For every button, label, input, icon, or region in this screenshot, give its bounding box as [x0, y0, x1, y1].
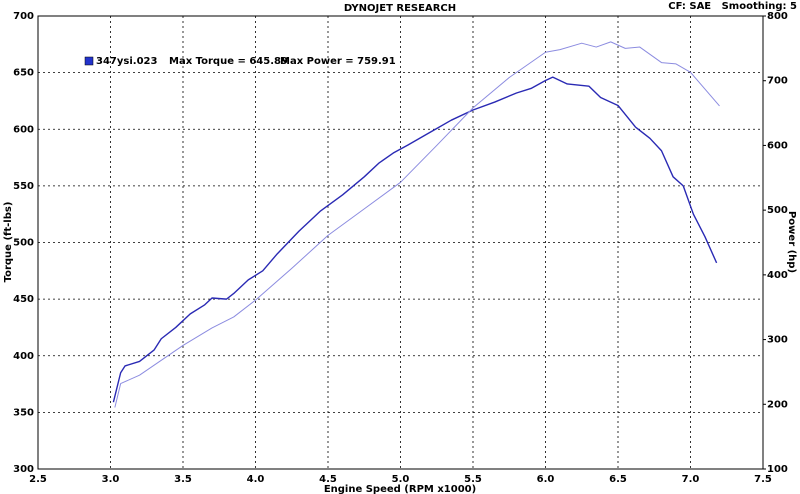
y-tick-label: 650 [13, 68, 34, 79]
annotation: Max Torque = 645.89 [169, 56, 288, 67]
y-tick-label: 550 [13, 181, 34, 192]
y-tick-label: 300 [13, 464, 34, 475]
y-tick-label: 600 [13, 124, 34, 135]
y-tick-label: 500 [13, 238, 34, 249]
y-tick-label: 700 [13, 11, 34, 22]
x-tick-label: 7.5 [754, 474, 772, 485]
y2-tick-label: 700 [767, 76, 788, 87]
legend-swatch [84, 56, 94, 66]
chart-title: DYNOJET RESEARCH [344, 3, 456, 14]
settings-text: CF: SAE Smoothing: 5 [668, 1, 797, 12]
annotation: Max Power = 759.91 [280, 56, 396, 67]
series-line [114, 41, 720, 408]
x-tick-label: 3.5 [174, 474, 192, 485]
y2-tick-label: 300 [767, 335, 788, 346]
x-tick-label: 6.5 [609, 474, 627, 485]
y-tick-label: 350 [13, 407, 34, 418]
y-tick-label: 450 [13, 294, 34, 305]
y-tick-label: 400 [13, 351, 34, 362]
series-line [112, 76, 718, 403]
y2-tick-label: 100 [767, 464, 788, 475]
y2-tick-label: 400 [767, 270, 788, 281]
x-tick-label: 6.0 [537, 474, 555, 485]
x-tick-label: 5.0 [392, 474, 410, 485]
x-axis-label: Engine Speed (RPM x1000) [324, 484, 476, 494]
y2-tick-label: 600 [767, 140, 788, 151]
y2-axis-label: Power (hp) [786, 211, 797, 273]
y-axis-label: Torque (ft-lbs) [3, 202, 14, 283]
legend-label: 347ysi.023 [96, 56, 157, 67]
x-tick-label: 4.5 [319, 474, 337, 485]
x-tick-label: 3.0 [102, 474, 120, 485]
y2-tick-label: 500 [767, 205, 788, 216]
y2-tick-label: 800 [767, 11, 788, 22]
x-tick-label: 7.0 [682, 474, 700, 485]
x-tick-label: 2.5 [29, 474, 47, 485]
x-tick-label: 5.5 [464, 474, 482, 485]
x-tick-label: 4.0 [247, 474, 265, 485]
y2-tick-label: 200 [767, 399, 788, 410]
